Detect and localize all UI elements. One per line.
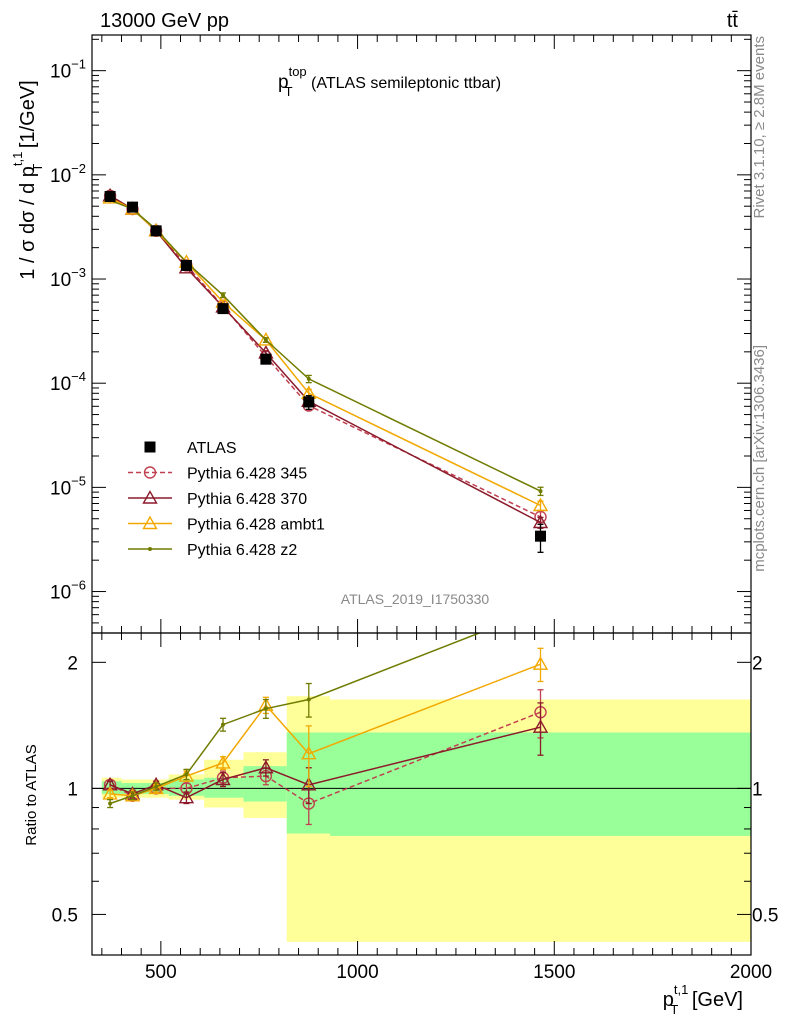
rivet-version-label: Rivet 3.1.10, ≥ 2.8M events (751, 36, 768, 219)
data-point (532, 719, 549, 733)
legend-item: Pythia 6.428 ambt1 (128, 515, 325, 534)
series-line (109, 195, 541, 518)
legend-label: Pythia 6.428 370 (187, 491, 307, 508)
data-point (306, 376, 311, 381)
data-point (532, 497, 549, 512)
y-tick-label: 10−3 (50, 265, 86, 291)
data-point (178, 789, 195, 804)
legend-marker (143, 466, 157, 479)
series-pythia-6-428-z2 (107, 633, 482, 809)
series-pythia-6-428-370 (102, 187, 549, 529)
mcplots-label: mcplots.cern.ch [arXiv:1306.3436] (751, 345, 768, 572)
legend-label: Pythia 6.428 z2 (187, 542, 297, 559)
legend-label: Pythia 6.428 345 (187, 466, 307, 483)
data-point (127, 201, 139, 213)
ratio-y-axis-label: Ratio to ATLAS (23, 744, 40, 845)
stat-uncertainty-band (204, 777, 244, 798)
y-tick-label: 10−6 (50, 578, 86, 604)
series-line (109, 633, 482, 805)
series-atlas (104, 190, 547, 553)
data-point (301, 776, 317, 791)
ratio-ticks: 500 1000 1500 2000 0.5 0.5 1 1 2 2 (52, 633, 778, 983)
ratio-y-tick-label-left: 0.5 (52, 905, 78, 926)
ratio-y-tick-label-right: 0.5 (752, 905, 778, 926)
data-point (102, 785, 118, 800)
legend-item: Pythia 6.428 370 (128, 490, 307, 508)
data-point (221, 293, 226, 298)
data-point (263, 706, 268, 711)
data-point (538, 489, 543, 494)
y-tick-label: 10−2 (50, 161, 86, 187)
main-series-layer (102, 187, 549, 553)
data-point (108, 801, 113, 806)
data-point (306, 697, 311, 702)
data-point (215, 771, 231, 786)
legend-marker (142, 490, 158, 504)
series-pythia-6-428-370 (102, 702, 549, 805)
main-ticks: 10−6 10−5 10−4 10−3 10−2 10−1 (50, 35, 752, 634)
series-pythia-6-428-z2 (107, 198, 544, 497)
analysis-watermark: ATLAS_2019_I1750330 (341, 591, 490, 607)
data-point (154, 784, 159, 789)
x-tick-label: 2000 (730, 962, 772, 983)
plot-title: ptop T (ATLAS semileptonic ttbar) (278, 64, 501, 99)
ratio-y-tick-label-right: 1 (752, 779, 763, 800)
ratio-plot-frame (91, 632, 752, 956)
data-point (150, 225, 162, 237)
legend-marker (142, 515, 158, 530)
legend-item: Pythia 6.428 345 (128, 466, 307, 483)
x-tick-label: 1500 (533, 962, 575, 983)
data-point (217, 303, 229, 315)
data-point (303, 396, 315, 408)
legend-marker (148, 547, 152, 551)
series-line (109, 726, 541, 799)
y-tick-label: 10−1 (50, 57, 86, 83)
data-point (104, 190, 116, 202)
data-point (301, 745, 317, 760)
ratio-y-tick-label-left: 2 (67, 653, 78, 674)
data-point (258, 759, 274, 774)
series-line (109, 199, 541, 492)
y-tick-label: 10−4 (50, 369, 86, 395)
y-tick-label: 10−5 (50, 473, 86, 499)
legend-label: ATLAS (187, 440, 237, 457)
x-tick-label: 500 (145, 962, 177, 983)
legend-item: ATLAS (144, 440, 237, 457)
energy-label: 13000 GeV pp (100, 10, 229, 32)
data-point (184, 772, 189, 777)
legend-item: Pythia 6.428 z2 (128, 542, 297, 559)
data-point (535, 530, 547, 542)
data-point (180, 259, 192, 271)
data-point (532, 656, 549, 670)
legend-marker (144, 441, 156, 453)
x-axis-label: pt,1 T [GeV] (663, 982, 743, 1017)
x-tick-label: 1000 (336, 962, 378, 983)
ratio-y-tick-label-right: 2 (752, 653, 763, 674)
data-point (130, 793, 135, 798)
process-label: tt̄ (727, 10, 739, 32)
data-point (215, 755, 231, 769)
series-line (109, 711, 541, 805)
ratio-series-layer (102, 633, 549, 826)
legend: ATLAS Pythia 6.428 345 Pythia 6.428 370 Pyt… (128, 440, 325, 559)
ratio-y-tick-label-left: 1 (67, 779, 78, 800)
data-point (258, 332, 274, 346)
data-point (260, 353, 272, 365)
data-point (221, 722, 226, 727)
ratio-uncertainty-bands (101, 696, 751, 942)
data-point (263, 337, 268, 342)
legend-label: Pythia 6.428 ambt1 (187, 517, 325, 534)
main-y-axis-label: 1 / σ dσ / d pt,1T [1/GeV] (10, 80, 45, 279)
